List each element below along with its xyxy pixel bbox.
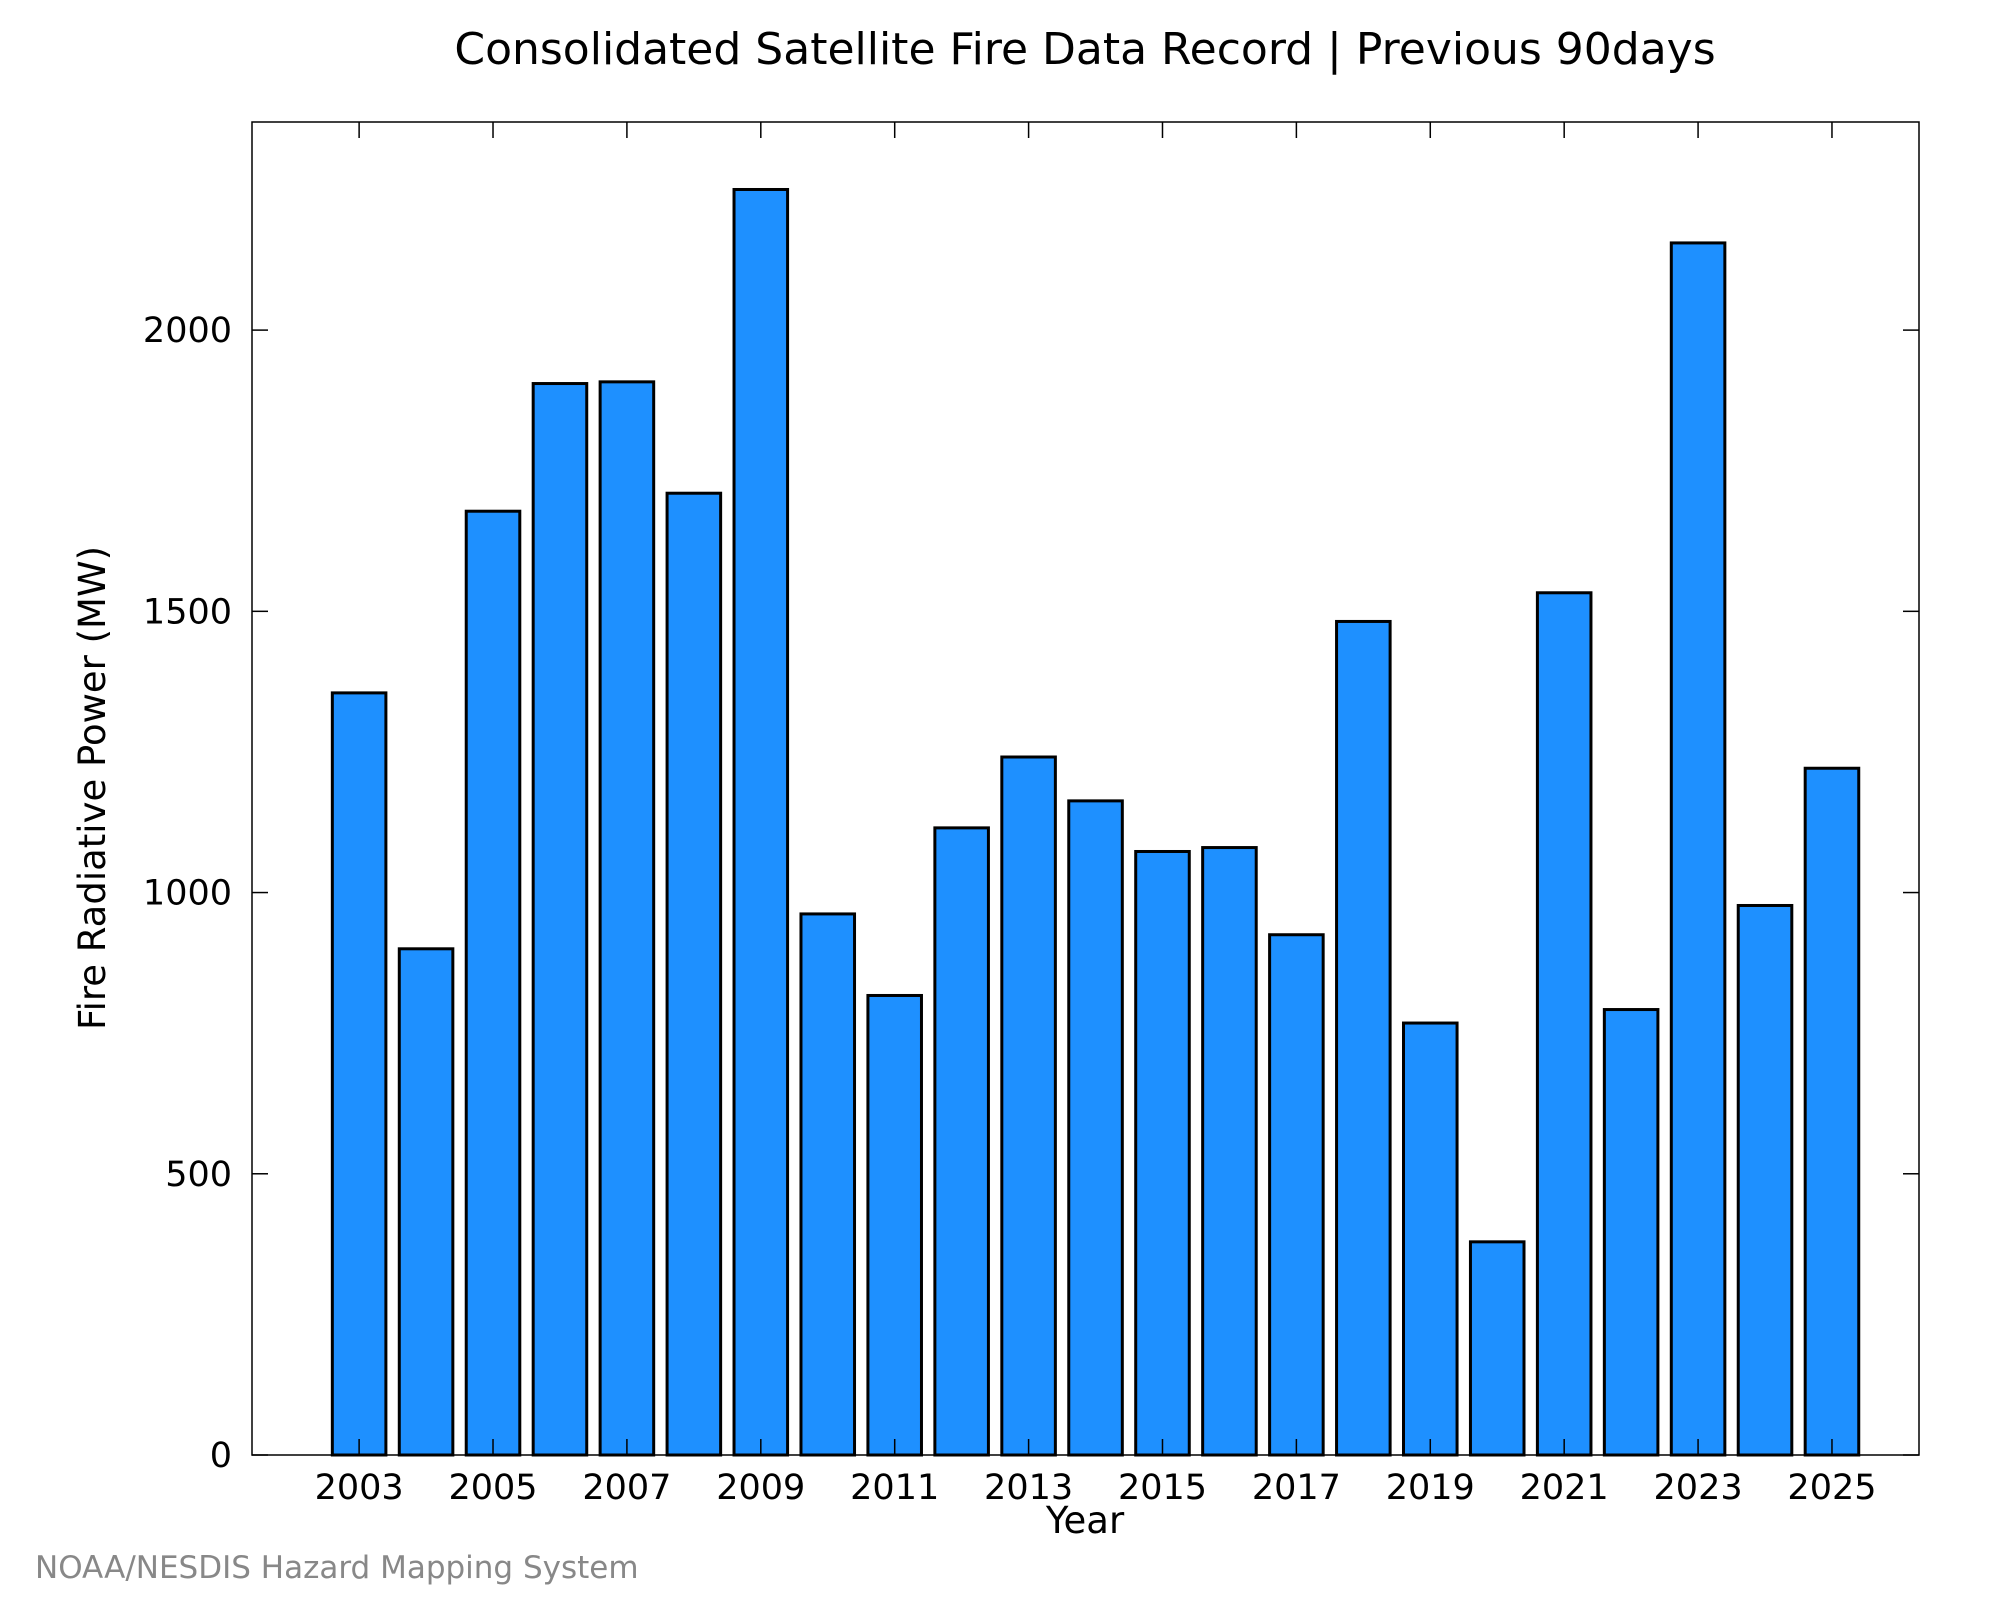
bar-2023 bbox=[1669, 241, 1727, 1457]
bar-2003 bbox=[330, 691, 388, 1457]
bar-2019 bbox=[1402, 1021, 1459, 1457]
credit-text: NOAA/NESDIS Hazard Mapping System bbox=[35, 1550, 639, 1586]
x-tick-label-2019: 2019 bbox=[1386, 1468, 1475, 1508]
bars-group bbox=[330, 187, 1861, 1457]
bar-2013 bbox=[1000, 755, 1057, 1457]
bar-2004 bbox=[397, 947, 455, 1457]
y-axis-label: Fire Radiative Power (MW) bbox=[71, 546, 114, 1030]
bar-2011 bbox=[866, 993, 923, 1457]
y-tick-label-500: 500 bbox=[165, 1155, 232, 1195]
bar-2005 bbox=[464, 509, 522, 1457]
bar-2006 bbox=[531, 382, 589, 1457]
bar-2010 bbox=[799, 912, 857, 1457]
bar-2022 bbox=[1602, 1008, 1660, 1457]
ticks-group: 2003 2005 2007 2009 2011 2013 2015 2017 2019 2021… bbox=[143, 122, 1919, 1508]
bar-2009 bbox=[732, 187, 790, 1457]
x-tick-label-2021: 2021 bbox=[1520, 1468, 1609, 1508]
y-tick-label-1000: 1000 bbox=[143, 874, 232, 914]
bar-2024 bbox=[1736, 903, 1794, 1457]
bar-2007 bbox=[598, 380, 656, 1457]
x-tick-label-2017: 2017 bbox=[1252, 1468, 1341, 1508]
plot-frame bbox=[251, 121, 1920, 1456]
x-tick-label-2025: 2025 bbox=[1787, 1468, 1876, 1508]
bar-2018 bbox=[1335, 619, 1392, 1457]
x-tick-label-2013: 2013 bbox=[984, 1468, 1073, 1508]
x-tick-label-2005: 2005 bbox=[448, 1468, 537, 1508]
bar-2020 bbox=[1468, 1240, 1526, 1457]
bar-2017 bbox=[1268, 933, 1325, 1457]
bar-2014 bbox=[1067, 799, 1124, 1457]
bar-2016 bbox=[1201, 846, 1258, 1457]
chart-title: Consolidated Satellite Fire Data Record … bbox=[454, 24, 1715, 75]
y-tick-label-2000: 2000 bbox=[143, 311, 232, 351]
x-tick-label-2023: 2023 bbox=[1654, 1468, 1743, 1508]
x-tick-label-2015: 2015 bbox=[1118, 1468, 1207, 1508]
x-axis-label: Year bbox=[1045, 1499, 1125, 1542]
y-tick-label-1500: 1500 bbox=[143, 592, 232, 632]
bar-2015 bbox=[1134, 849, 1191, 1457]
bar-2008 bbox=[665, 491, 723, 1457]
y-tick-label-0: 0 bbox=[210, 1436, 232, 1476]
bar-2012 bbox=[933, 826, 990, 1457]
bar-2021 bbox=[1535, 591, 1593, 1457]
bar-2025 bbox=[1803, 766, 1861, 1457]
x-tick-label-2009: 2009 bbox=[716, 1468, 805, 1508]
x-tick-label-2011: 2011 bbox=[850, 1468, 939, 1508]
x-tick-label-2003: 2003 bbox=[315, 1468, 404, 1508]
x-tick-label-2007: 2007 bbox=[582, 1468, 671, 1508]
